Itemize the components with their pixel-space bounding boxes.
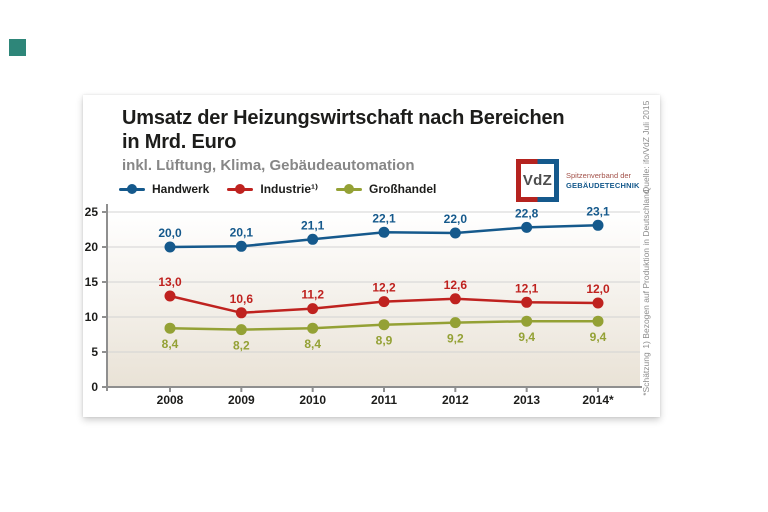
vdz-logo: VdZ Spitzenverband der GEBÄUDETECHNIK	[516, 159, 640, 202]
svg-text:11,2: 11,2	[301, 288, 324, 302]
svg-text:2014*: 2014*	[582, 393, 614, 407]
footnote-estimate: *Schätzung	[641, 352, 651, 396]
svg-text:23,1: 23,1	[586, 204, 610, 218]
svg-text:22,8: 22,8	[515, 206, 539, 220]
svg-text:12,2: 12,2	[372, 281, 396, 295]
svg-text:15: 15	[85, 275, 99, 289]
svg-text:8,4: 8,4	[162, 337, 179, 351]
legend-label: Großhandel	[368, 182, 437, 196]
title-line-2: in Mrd. Euro	[122, 130, 237, 153]
vdz-logo-tagline: Spitzenverband der GEBÄUDETECHNIK	[566, 171, 640, 191]
svg-text:2010: 2010	[299, 393, 326, 407]
svg-text:8,2: 8,2	[233, 339, 250, 353]
svg-text:9,2: 9,2	[447, 332, 464, 346]
legend-label: Handwerk	[152, 182, 210, 196]
svg-text:2013: 2013	[513, 393, 540, 407]
svg-text:2009: 2009	[228, 393, 255, 407]
vdz-tagline-line-2: GEBÄUDETECHNIK	[566, 180, 640, 190]
svg-text:20,1: 20,1	[230, 225, 254, 239]
svg-text:12,0: 12,0	[586, 282, 610, 296]
vdz-logo-mark: VdZ	[516, 159, 559, 202]
vdz-logo-text: VdZ	[521, 164, 554, 197]
line-dot-marker-icon	[119, 183, 145, 195]
svg-text:9,4: 9,4	[518, 330, 535, 344]
svg-text:20: 20	[85, 240, 99, 254]
corner-accent-square	[9, 39, 26, 56]
page-title: Umsatz der Heizungswirtschaft nach Berei…	[122, 107, 622, 154]
svg-text:25: 25	[85, 205, 99, 219]
svg-text:0: 0	[91, 380, 98, 394]
svg-text:13,0: 13,0	[158, 275, 182, 289]
svg-text:10: 10	[85, 310, 99, 324]
svg-text:10,6: 10,6	[230, 292, 254, 306]
svg-text:12,6: 12,6	[444, 278, 468, 292]
svg-text:9,4: 9,4	[590, 330, 607, 344]
svg-text:5: 5	[91, 345, 98, 359]
svg-text:2008: 2008	[157, 393, 184, 407]
svg-text:2012: 2012	[442, 393, 469, 407]
svg-text:2011: 2011	[371, 393, 397, 407]
svg-text:8,9: 8,9	[376, 334, 393, 348]
svg-text:20,0: 20,0	[158, 226, 182, 240]
page-subtitle: inkl. Lüftung, Klima, Gebäudeautomation	[122, 157, 415, 174]
svg-text:8,4: 8,4	[304, 337, 321, 351]
line-dot-marker-icon	[335, 183, 362, 195]
title-line-1: Umsatz der Heizungswirtschaft nach Berei…	[122, 107, 565, 129]
line-chart: 0 5 10 15 20 25 2008 2009 2010 2011 2012 2013 2014* 2…	[85, 204, 642, 407]
legend-item-grosshandel: Großhandel	[335, 182, 437, 196]
legend-label: Industrie¹⁾	[260, 182, 318, 196]
legend-item-handwerk: Handwerk	[119, 182, 209, 196]
svg-text:22,0: 22,0	[444, 212, 468, 226]
footnote-1: 1) Bezogen auf Produktion in Deutschland	[641, 189, 651, 349]
svg-text:12,1: 12,1	[515, 281, 539, 295]
line-dot-marker-icon	[227, 183, 254, 195]
svg-text:22,1: 22,1	[372, 211, 396, 225]
chart-card: Umsatz der Heizungswirtschaft nach Berei…	[83, 95, 660, 417]
legend-item-industrie: Industrie¹⁾	[227, 182, 318, 196]
vdz-tagline-line-1: Spitzenverband der	[566, 170, 632, 180]
svg-text:21,1: 21,1	[301, 218, 325, 232]
chart-legend: Handwerk Industrie¹⁾ Großhandel	[119, 182, 436, 196]
